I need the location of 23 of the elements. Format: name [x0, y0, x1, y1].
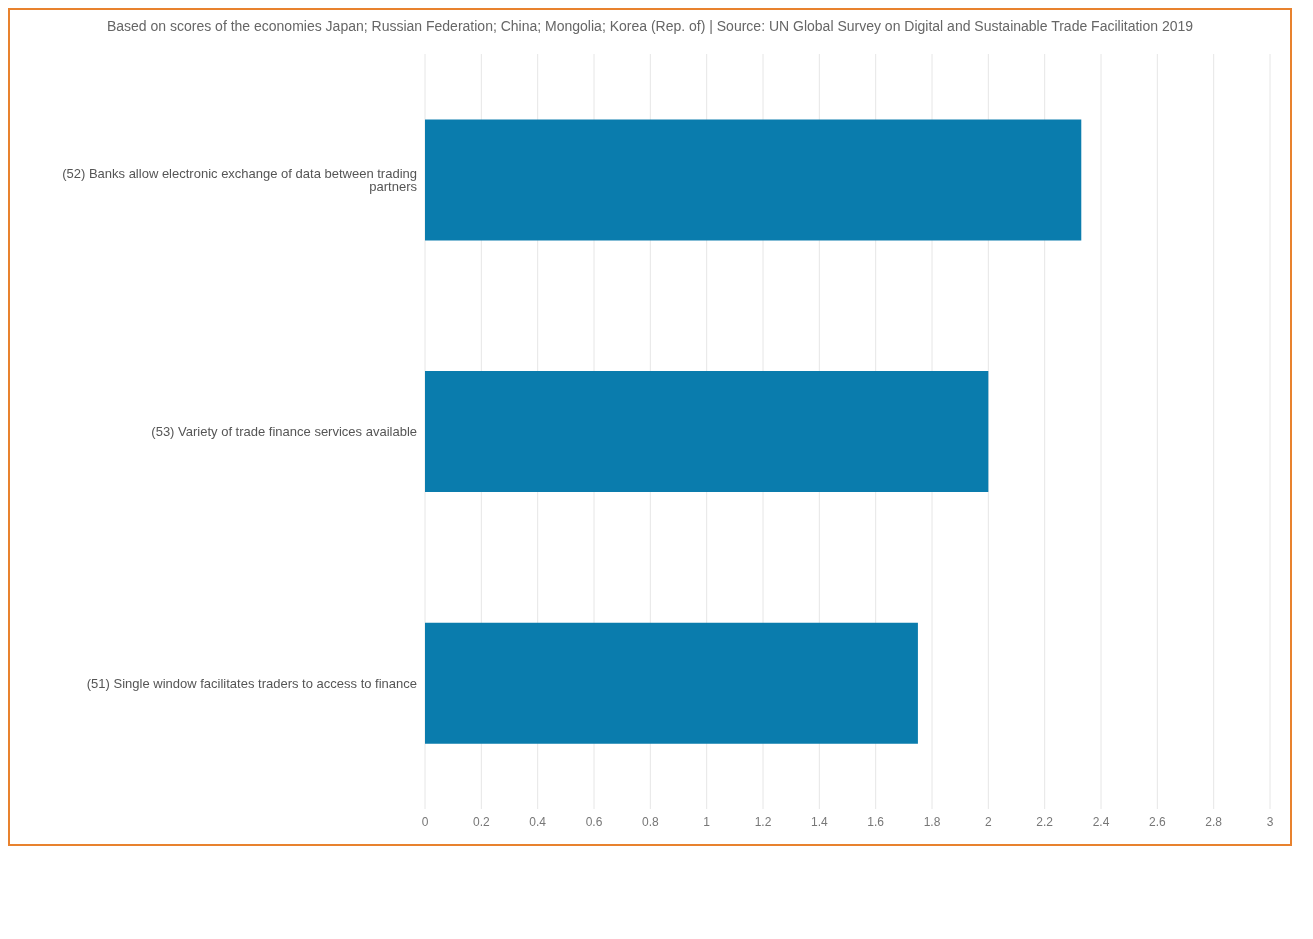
bar — [425, 119, 1082, 241]
x-tick-label: 0.6 — [585, 814, 603, 829]
x-tick-label: 2.8 — [1205, 814, 1223, 829]
x-tick-label: 0.8 — [641, 814, 659, 829]
x-tick-label: 0.2 — [472, 814, 490, 829]
chart-title: Based on scores of the economies Japan; Russian Federation; China; Mongolia; Korea (Rep. of) | Source: UN Global Survey on Digital and Sustainable Trade Facilitation 2019 — [105, 18, 1195, 34]
x-tick-label: 2.6 — [1148, 814, 1166, 829]
x-tick-label: 1.6 — [867, 814, 885, 829]
bar — [425, 371, 989, 493]
x-tick-label: 0 — [421, 814, 429, 829]
x-tick-label: 2.2 — [1036, 814, 1054, 829]
x-tick-label: 0.4 — [529, 814, 547, 829]
x-tick-label: 2 — [984, 814, 992, 829]
x-tick-label: 2.4 — [1092, 814, 1110, 829]
bar — [425, 622, 918, 744]
y-tick-label: (53) Variety of trade finance services available — [151, 424, 417, 440]
x-tick-label: 1 — [703, 814, 711, 829]
x-tick-label: 1.2 — [754, 814, 772, 829]
x-tick-label: 3 — [1266, 814, 1274, 829]
x-tick-label: 1.8 — [923, 814, 941, 829]
x-tick-label: 1.4 — [810, 814, 828, 829]
y-tick-label: (52) Banks allow electronic exchange of data between trading partners — [62, 165, 418, 194]
y-tick-label: (51) Single window facilitates traders to access to finance — [86, 675, 417, 691]
